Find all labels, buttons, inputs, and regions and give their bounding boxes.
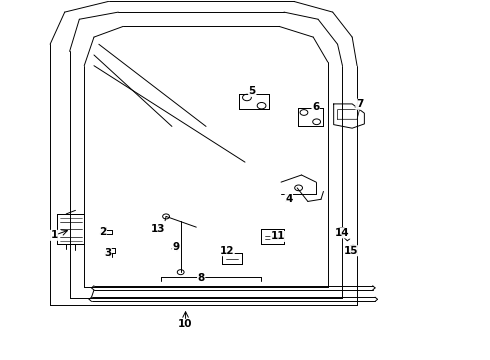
Text: 4: 4: [285, 194, 293, 203]
Text: 7: 7: [356, 99, 363, 109]
Text: 3: 3: [104, 248, 111, 258]
Polygon shape: [103, 230, 113, 234]
Polygon shape: [57, 214, 84, 244]
Text: 6: 6: [312, 102, 319, 112]
Polygon shape: [107, 248, 116, 253]
Polygon shape: [221, 253, 242, 264]
Text: 14: 14: [335, 228, 350, 238]
Text: 5: 5: [249, 86, 256, 96]
Text: 2: 2: [99, 227, 106, 237]
Polygon shape: [239, 94, 270, 109]
Text: 12: 12: [220, 246, 234, 256]
Polygon shape: [297, 108, 323, 126]
Text: 10: 10: [178, 319, 193, 329]
Text: 11: 11: [271, 231, 285, 242]
Polygon shape: [261, 229, 284, 244]
Text: 13: 13: [151, 224, 166, 234]
Text: 1: 1: [50, 230, 58, 240]
Text: 8: 8: [197, 273, 205, 283]
Text: 9: 9: [172, 242, 179, 252]
Text: 15: 15: [344, 246, 359, 256]
